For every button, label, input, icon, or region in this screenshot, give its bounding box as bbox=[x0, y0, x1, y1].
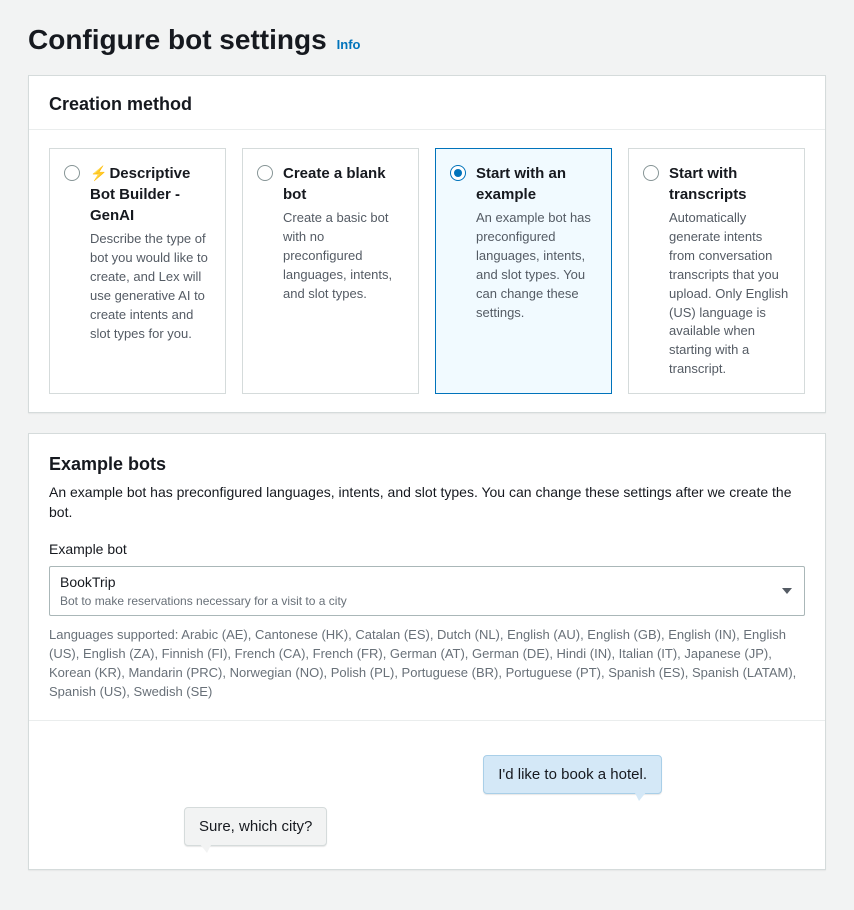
example-bots-title: Example bots bbox=[49, 452, 805, 477]
info-link[interactable]: Info bbox=[337, 36, 361, 54]
languages-supported-text: Languages supported: Arabic (AE), Canton… bbox=[49, 626, 805, 701]
option-title: Start with an example bbox=[476, 163, 597, 205]
creation-option-card[interactable]: Start with transcripts Automatically gene… bbox=[628, 148, 805, 394]
option-title-text: Create a blank bot bbox=[283, 165, 386, 203]
radio-icon bbox=[450, 165, 466, 181]
page-header: Configure bot settings Info bbox=[28, 20, 826, 59]
example-bot-select[interactable]: BookTrip Bot to make reservations necess… bbox=[49, 566, 805, 616]
chevron-down-icon bbox=[782, 588, 792, 594]
option-title: Create a blank bot bbox=[283, 163, 404, 205]
option-desc: An example bot has preconfigured languag… bbox=[476, 209, 597, 322]
chat-user-bubble: I'd like to book a hotel. bbox=[483, 755, 662, 794]
example-bots-desc: An example bot has preconfigured languag… bbox=[49, 483, 805, 522]
option-title-text: Start with an example bbox=[476, 165, 566, 203]
option-desc: Automatically generate intents from conv… bbox=[669, 209, 790, 379]
creation-method-title: Creation method bbox=[49, 92, 805, 117]
radio-icon bbox=[257, 165, 273, 181]
creation-option-card[interactable]: Create a blank bot Create a basic bot wit… bbox=[242, 148, 419, 394]
select-value: BookTrip bbox=[60, 573, 770, 593]
creation-options-row: ⚡Descriptive Bot Builder - GenAIDescribe… bbox=[49, 148, 805, 394]
chat-bot-bubble: Sure, which city? bbox=[184, 807, 327, 846]
example-bots-panel: Example bots An example bot has preconfi… bbox=[28, 433, 826, 870]
panel-header: Creation method bbox=[29, 76, 825, 130]
page-title: Configure bot settings bbox=[28, 20, 327, 59]
option-desc: Create a basic bot with no preconfigured… bbox=[283, 209, 404, 303]
radio-icon bbox=[64, 165, 80, 181]
lightning-icon: ⚡ bbox=[90, 165, 107, 181]
select-sub: Bot to make reservations necessary for a… bbox=[60, 593, 770, 610]
creation-option-card[interactable]: Start with an example An example bot has … bbox=[435, 148, 612, 394]
option-title: Start with transcripts bbox=[669, 163, 790, 205]
option-desc: Describe the type of bot you would like … bbox=[90, 230, 211, 343]
example-bot-field-label: Example bot bbox=[49, 540, 805, 560]
option-title: ⚡Descriptive Bot Builder - GenAI bbox=[90, 163, 211, 226]
creation-method-panel: Creation method ⚡Descriptive Bot Builder… bbox=[28, 75, 826, 413]
example-bots-body: Example bots An example bot has preconfi… bbox=[29, 434, 825, 720]
creation-option-card[interactable]: ⚡Descriptive Bot Builder - GenAIDescribe… bbox=[49, 148, 226, 394]
chat-preview: I'd like to book a hotel. Sure, which ci… bbox=[29, 720, 825, 869]
option-title-text: Start with transcripts bbox=[669, 165, 747, 203]
page: Configure bot settings Info Creation met… bbox=[0, 0, 854, 910]
radio-icon bbox=[643, 165, 659, 181]
creation-method-body: ⚡Descriptive Bot Builder - GenAIDescribe… bbox=[29, 130, 825, 412]
chat-inner: I'd like to book a hotel. Sure, which ci… bbox=[162, 749, 692, 869]
